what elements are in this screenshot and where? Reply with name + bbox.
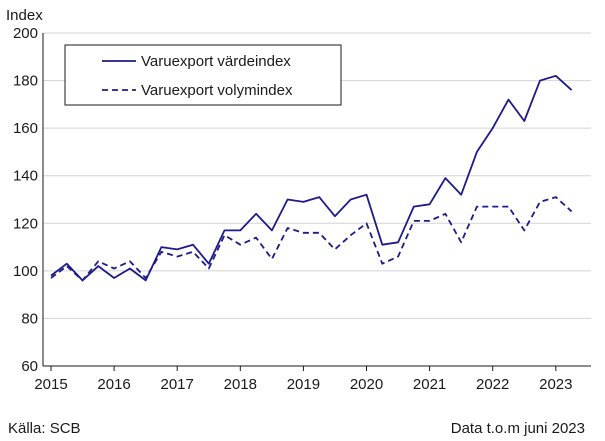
y-tick-label: 60 bbox=[21, 358, 38, 375]
y-tick-label: 140 bbox=[13, 168, 38, 185]
y-tick-labels: 60 80 100 120 140 160 180 200 bbox=[13, 25, 38, 375]
series-line-1 bbox=[50, 74, 573, 282]
x-tick-label: 2017 bbox=[161, 376, 194, 393]
legend-label-1: Varuexport värdeindex bbox=[141, 53, 291, 70]
data-range-note: Data t.o.m juni 2023 bbox=[450, 420, 585, 437]
y-tick-label: 80 bbox=[21, 310, 38, 327]
y-tick-label: 160 bbox=[13, 120, 38, 137]
y-axis-label: Index bbox=[6, 7, 43, 24]
series-line-2 bbox=[50, 196, 573, 282]
legend: Varuexport värdeindex Varuexport volymind… bbox=[64, 44, 342, 106]
legend-label-2: Varuexport volymindex bbox=[141, 82, 293, 99]
source-note: Källa: SCB bbox=[8, 420, 81, 437]
x-tick-label: 2021 bbox=[413, 376, 446, 393]
x-tick-label: 2019 bbox=[287, 376, 320, 393]
y-tick-label: 120 bbox=[13, 215, 38, 232]
x-tick-label: 2022 bbox=[476, 376, 509, 393]
x-tick-label: 2016 bbox=[97, 376, 130, 393]
y-tick-label: 180 bbox=[13, 73, 38, 90]
legend-box bbox=[64, 44, 342, 106]
x-tick-label: 2020 bbox=[350, 376, 383, 393]
x-tick-label: 2015 bbox=[34, 376, 67, 393]
y-tick-label: 200 bbox=[13, 25, 38, 42]
x-tick-labels: 2015 2016 2017 2018 2019 2020 2021 2022 2023 bbox=[34, 366, 572, 393]
series-lines bbox=[50, 74, 573, 282]
y-tick-label: 100 bbox=[13, 263, 38, 280]
x-tick-label: 2018 bbox=[224, 376, 257, 393]
x-tick-label: 2023 bbox=[539, 376, 572, 393]
